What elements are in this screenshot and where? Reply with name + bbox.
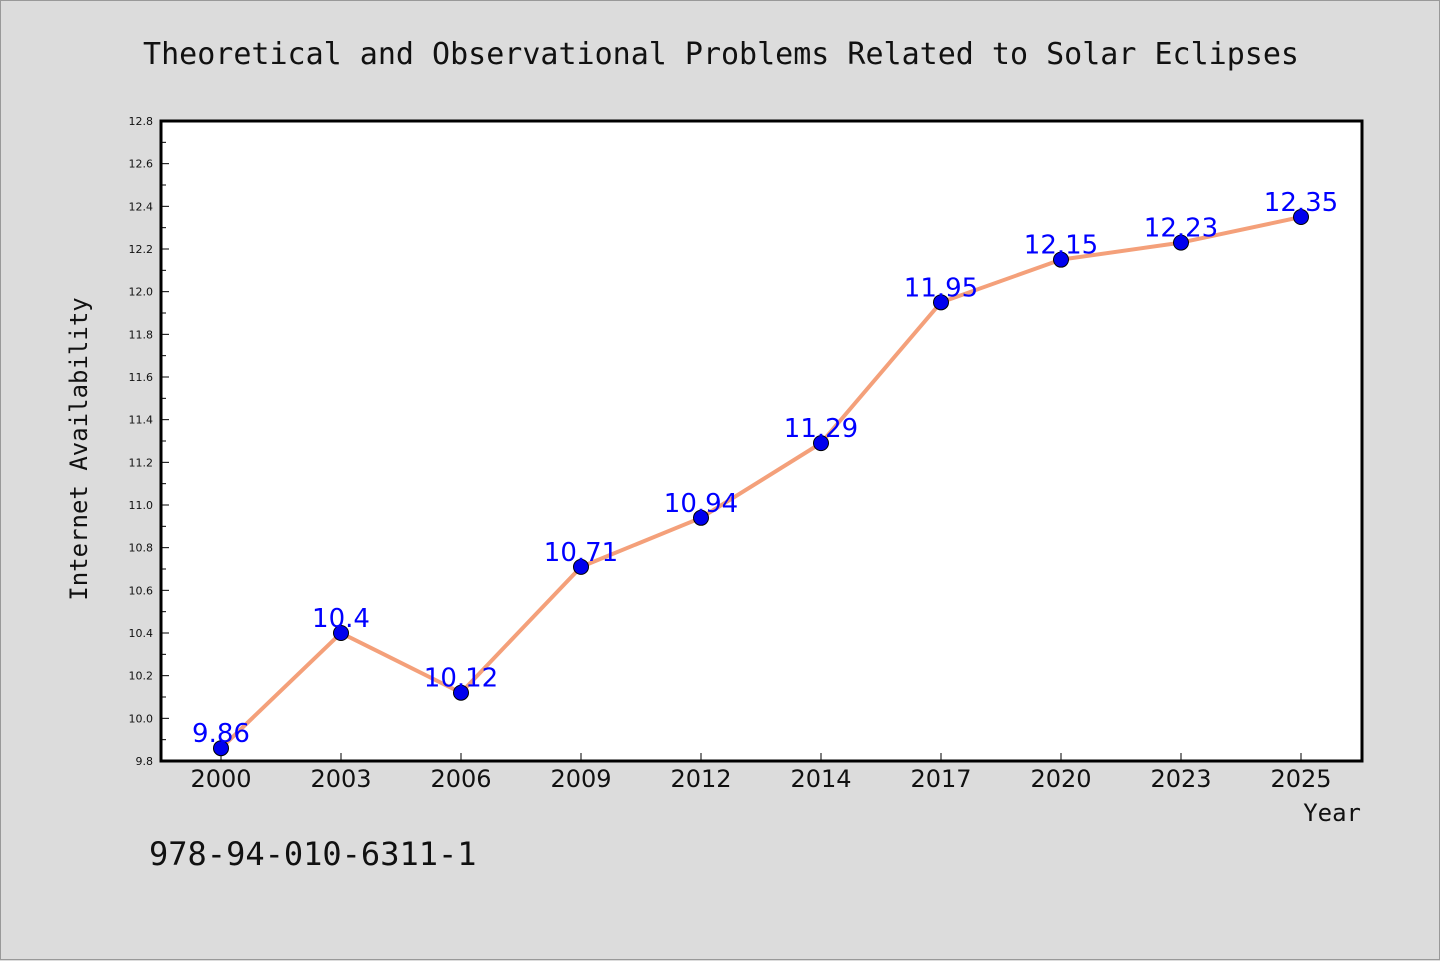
y-tick-label: 11.6 xyxy=(129,371,154,384)
data-label: 12.35 xyxy=(1264,188,1338,218)
data-point xyxy=(1053,251,1069,268)
x-tick-label: 2023 xyxy=(1150,765,1211,793)
y-tick-label: 12.6 xyxy=(129,158,154,171)
y-tick-label: 9.8 xyxy=(136,755,154,768)
y-tick-label: 10.0 xyxy=(129,712,154,725)
y-axis-label: Internet Availability xyxy=(65,297,93,600)
data-point xyxy=(933,294,949,311)
chart-title: Theoretical and Observational Problems R… xyxy=(143,37,1299,72)
data-label: 12.23 xyxy=(1144,214,1218,244)
y-tick-label: 11.4 xyxy=(129,414,154,427)
data-point xyxy=(573,558,589,575)
plot-area xyxy=(159,119,1364,763)
y-tick-label: 12.0 xyxy=(129,286,154,299)
x-tick-label: 2006 xyxy=(430,765,491,793)
series-group: 9.86 10.4 10.12 10.71 10.94 11.29 11.95 12.15 12… xyxy=(192,188,1338,757)
y-tick-label: 10.6 xyxy=(129,584,154,597)
x-tick-label: 2009 xyxy=(550,765,611,793)
series-line xyxy=(219,215,1302,750)
data-label: 12.15 xyxy=(1024,231,1098,261)
y-axis: 9.8 10.0 10.2 10.4 10.6 10.8 11.0 11.2 11.4 11.6 1… xyxy=(129,115,169,768)
y-tick-label: 12.2 xyxy=(129,243,154,256)
x-tick-label: 2012 xyxy=(670,765,731,793)
x-tick-label: 2025 xyxy=(1270,765,1331,793)
y-tick-label: 11.0 xyxy=(129,499,154,512)
data-label: 10.4 xyxy=(312,604,370,634)
data-point xyxy=(333,625,349,641)
data-point xyxy=(813,435,829,452)
x-tick-label: 2020 xyxy=(1030,765,1091,793)
data-point xyxy=(693,509,709,526)
data-point xyxy=(213,740,229,757)
x-tick-label: 2017 xyxy=(910,765,971,793)
data-point xyxy=(453,684,469,701)
y-tick-label: 12.4 xyxy=(129,200,154,213)
data-label: 10.94 xyxy=(664,489,738,519)
data-label: 9.86 xyxy=(192,719,250,749)
x-axis: 2000 2003 2006 2009 2012 2014 2017 2020 2023 2025 xyxy=(190,753,1332,793)
isbn-text: 978-94-010-6311-1 xyxy=(149,835,477,873)
data-label: 11.95 xyxy=(904,273,978,303)
data-point xyxy=(1293,209,1309,225)
y-tick-label: 11.2 xyxy=(129,456,154,469)
x-tick-label: 2000 xyxy=(190,765,251,793)
y-tick-label: 10.2 xyxy=(129,670,154,683)
data-point xyxy=(1173,234,1189,251)
y-tick-label: 12.8 xyxy=(129,115,154,128)
y-tick-label: 10.4 xyxy=(129,627,154,640)
data-label: 10.71 xyxy=(544,538,618,568)
x-axis-label: Year xyxy=(1303,799,1361,827)
y-tick-label: 11.8 xyxy=(129,328,154,341)
x-tick-label: 2014 xyxy=(790,765,851,793)
y-tick-label: 10.8 xyxy=(129,542,154,555)
x-tick-label: 2003 xyxy=(310,765,371,793)
data-label: 10.12 xyxy=(424,664,498,694)
data-label: 11.29 xyxy=(784,414,858,444)
